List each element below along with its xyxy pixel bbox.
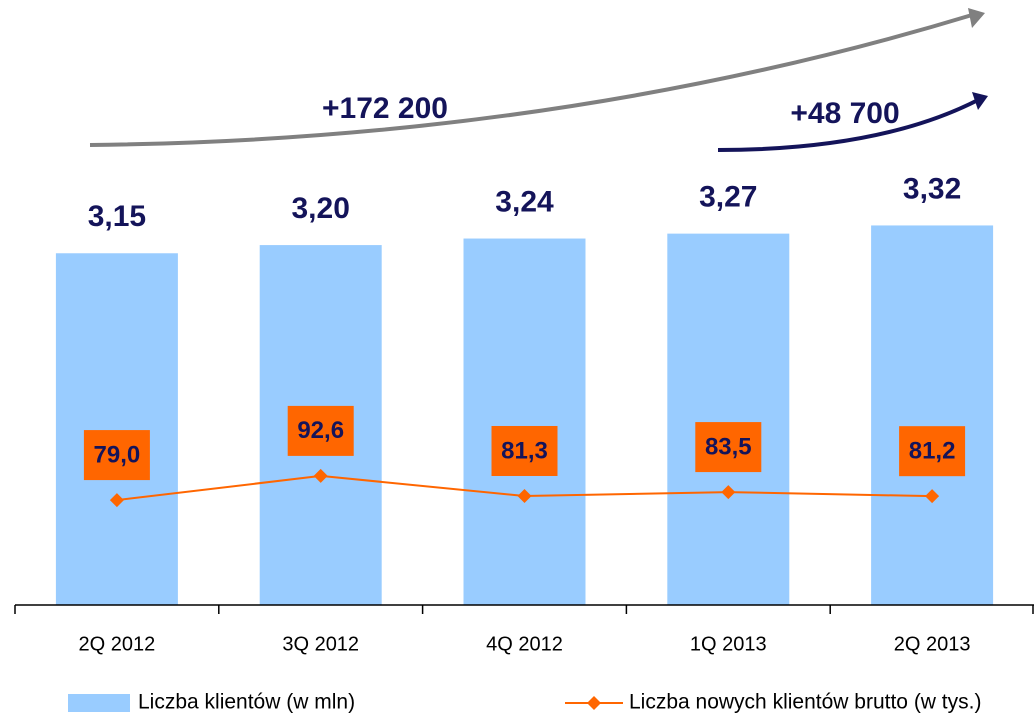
x-tick-label: 2Q 2012 [79, 633, 156, 655]
data-label: 3,20 [292, 192, 350, 225]
label-box [695, 422, 762, 473]
line-marker [721, 485, 736, 500]
x-tick-label: 2Q 2013 [894, 633, 971, 655]
x-tick-label: 4Q 2012 [486, 633, 563, 655]
annotation: +48 700 [790, 97, 899, 130]
data-label: 3,27 [699, 181, 757, 214]
legend-swatch [68, 694, 130, 712]
legend-label: Liczba klientów (w mln) [138, 691, 355, 714]
arrow-head [968, 8, 985, 28]
arrow-head [972, 92, 988, 110]
x-tick-label: 3Q 2012 [282, 633, 359, 655]
line-marker [925, 489, 940, 504]
bar [55, 253, 178, 605]
growth-arrow [89, 13, 973, 147]
label-box [491, 425, 558, 476]
data-label: 3,24 [495, 185, 554, 218]
data-label: 92,6 [297, 417, 344, 444]
legend-marker [587, 696, 601, 710]
line-marker [313, 468, 328, 483]
label-box [83, 430, 150, 481]
data-label: 79,0 [94, 441, 141, 468]
label-box [287, 405, 354, 456]
data-label: 3,15 [88, 200, 146, 233]
annotation: +172 200 [322, 92, 448, 125]
bar [667, 233, 790, 606]
legend-label: Liczba nowych klientów brutto (w tys.) [629, 691, 981, 714]
bar [871, 225, 994, 605]
bar [463, 238, 586, 605]
line-marker [109, 493, 124, 508]
x-tick-label: 1Q 2013 [690, 633, 767, 655]
data-label: 81,3 [501, 437, 548, 464]
data-label: 83,5 [705, 433, 752, 460]
data-label: 3,32 [903, 172, 961, 205]
data-label: 81,2 [909, 438, 956, 465]
line-marker [517, 488, 532, 503]
growth-arrow [717, 98, 979, 152]
label-box [899, 426, 966, 477]
